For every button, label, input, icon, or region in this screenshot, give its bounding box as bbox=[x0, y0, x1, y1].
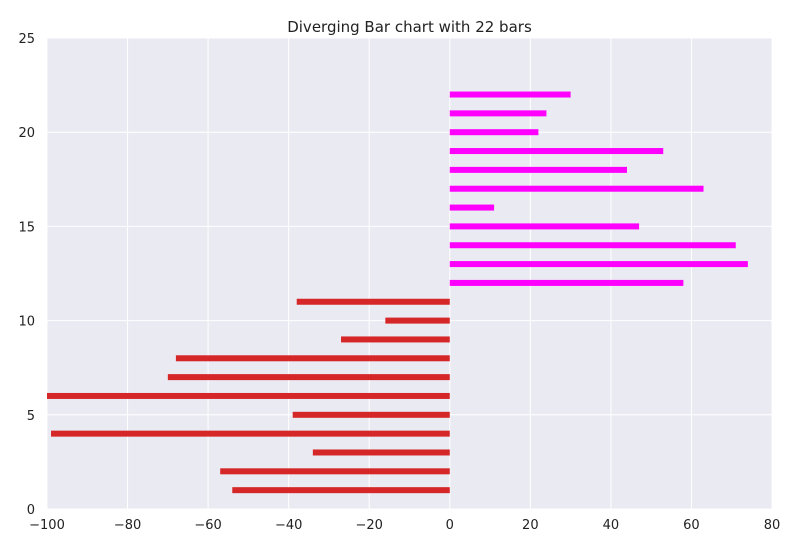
bar-4 bbox=[51, 430, 450, 437]
y-tick-label: 5 bbox=[27, 409, 35, 424]
plot-area bbox=[47, 38, 772, 509]
x-tick-label: −40 bbox=[275, 518, 302, 533]
bar-21 bbox=[449, 110, 547, 117]
bar-12 bbox=[449, 279, 684, 286]
y-tick-label: 15 bbox=[18, 220, 35, 235]
x-tick-label: −60 bbox=[194, 518, 221, 533]
x-tick-label: 40 bbox=[603, 518, 620, 533]
bar-10 bbox=[385, 317, 450, 324]
bar-15 bbox=[449, 223, 640, 230]
y-tick-label: 20 bbox=[18, 126, 35, 141]
bar-16 bbox=[449, 204, 495, 211]
x-tick-label: 80 bbox=[764, 518, 781, 533]
bar-19 bbox=[449, 148, 664, 155]
bar-2 bbox=[220, 468, 450, 475]
bars bbox=[47, 91, 748, 494]
bar-8 bbox=[175, 355, 450, 362]
y-tick-label: 0 bbox=[27, 503, 35, 518]
bar-22 bbox=[449, 91, 571, 98]
bar-20 bbox=[449, 129, 539, 136]
bar-17 bbox=[449, 185, 704, 192]
bar-3 bbox=[312, 449, 450, 456]
bar-6 bbox=[47, 392, 450, 399]
bar-5 bbox=[292, 411, 450, 418]
y-tick-label: 25 bbox=[18, 32, 35, 47]
x-tick-label: 60 bbox=[683, 518, 700, 533]
bar-18 bbox=[449, 166, 627, 173]
bar-13 bbox=[449, 261, 748, 268]
bar-14 bbox=[449, 242, 736, 249]
y-tick-label: 10 bbox=[18, 315, 35, 330]
bar-9 bbox=[341, 336, 450, 343]
x-tick-label: −100 bbox=[29, 518, 65, 533]
bar-11 bbox=[296, 298, 450, 305]
x-tick-label: 20 bbox=[522, 518, 539, 533]
bar-7 bbox=[167, 374, 450, 381]
x-axis-ticks: −100 −80 −60 −40 −20 0 20 40 60 80 bbox=[29, 518, 780, 533]
x-tick-label: 0 bbox=[446, 518, 454, 533]
chart-title: Diverging Bar chart with 22 bars bbox=[287, 18, 532, 36]
x-tick-label: −20 bbox=[356, 518, 383, 533]
bar-1 bbox=[232, 487, 450, 494]
x-tick-label: −80 bbox=[114, 518, 141, 533]
y-axis-ticks: 0 5 10 15 20 25 bbox=[18, 32, 35, 518]
